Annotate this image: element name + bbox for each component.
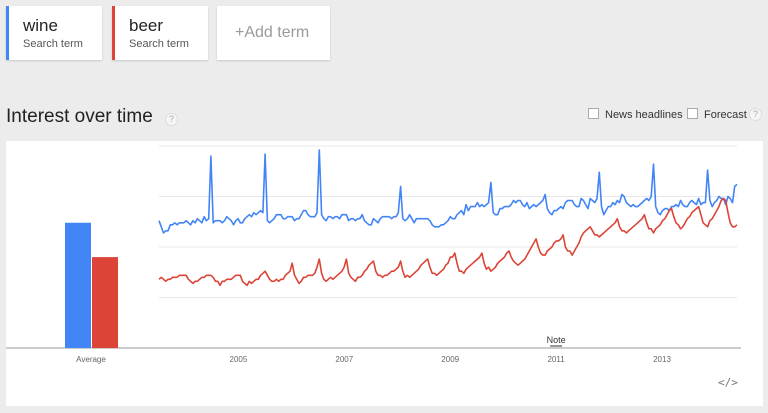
term-color-bar (6, 6, 9, 60)
series-line-beer (158, 197, 738, 287)
average-label: Average (76, 355, 106, 364)
section-title: Interest over time (6, 106, 153, 127)
checkbox-box[interactable] (588, 108, 599, 119)
embed-code-icon[interactable]: </> (718, 376, 738, 389)
term-color-bar (112, 6, 115, 60)
note-label: Note (547, 335, 566, 345)
x-tick-label: 2011 (547, 355, 565, 364)
news-headlines-checkbox[interactable]: News headlines (588, 108, 683, 121)
forecast-help-icon[interactable]: ? (749, 108, 762, 121)
x-tick-label: 2005 (230, 355, 248, 364)
add-term-label: +Add term (235, 24, 310, 41)
chart-canvas: Average 2005 2007 2009 2011 2013 Note (6, 145, 741, 364)
x-tick-label: 2007 (335, 355, 353, 364)
average-bar-wine (65, 222, 91, 348)
term-card-wine[interactable]: wine Search term (6, 6, 102, 60)
help-icon[interactable]: ? (165, 113, 178, 126)
term-subtitle: Search term (23, 38, 83, 50)
average-bar-beer (92, 257, 118, 348)
x-tick-label: 2009 (441, 355, 459, 364)
interest-over-time-chart: Average 2005 2007 2009 2011 2013 Note </> (6, 141, 763, 406)
term-name: wine (23, 16, 58, 35)
series-line-wine (158, 149, 738, 234)
news-headlines-label: News headlines (605, 109, 683, 121)
forecast-label: Forecast (704, 109, 747, 121)
term-card-beer[interactable]: beer Search term (112, 6, 208, 60)
term-subtitle: Search term (129, 38, 189, 50)
term-name: beer (129, 16, 164, 35)
add-term-button[interactable]: +Add term (217, 6, 330, 60)
x-tick-label: 2013 (653, 355, 671, 364)
forecast-checkbox[interactable]: Forecast (687, 108, 747, 121)
checkbox-box[interactable] (687, 108, 698, 119)
